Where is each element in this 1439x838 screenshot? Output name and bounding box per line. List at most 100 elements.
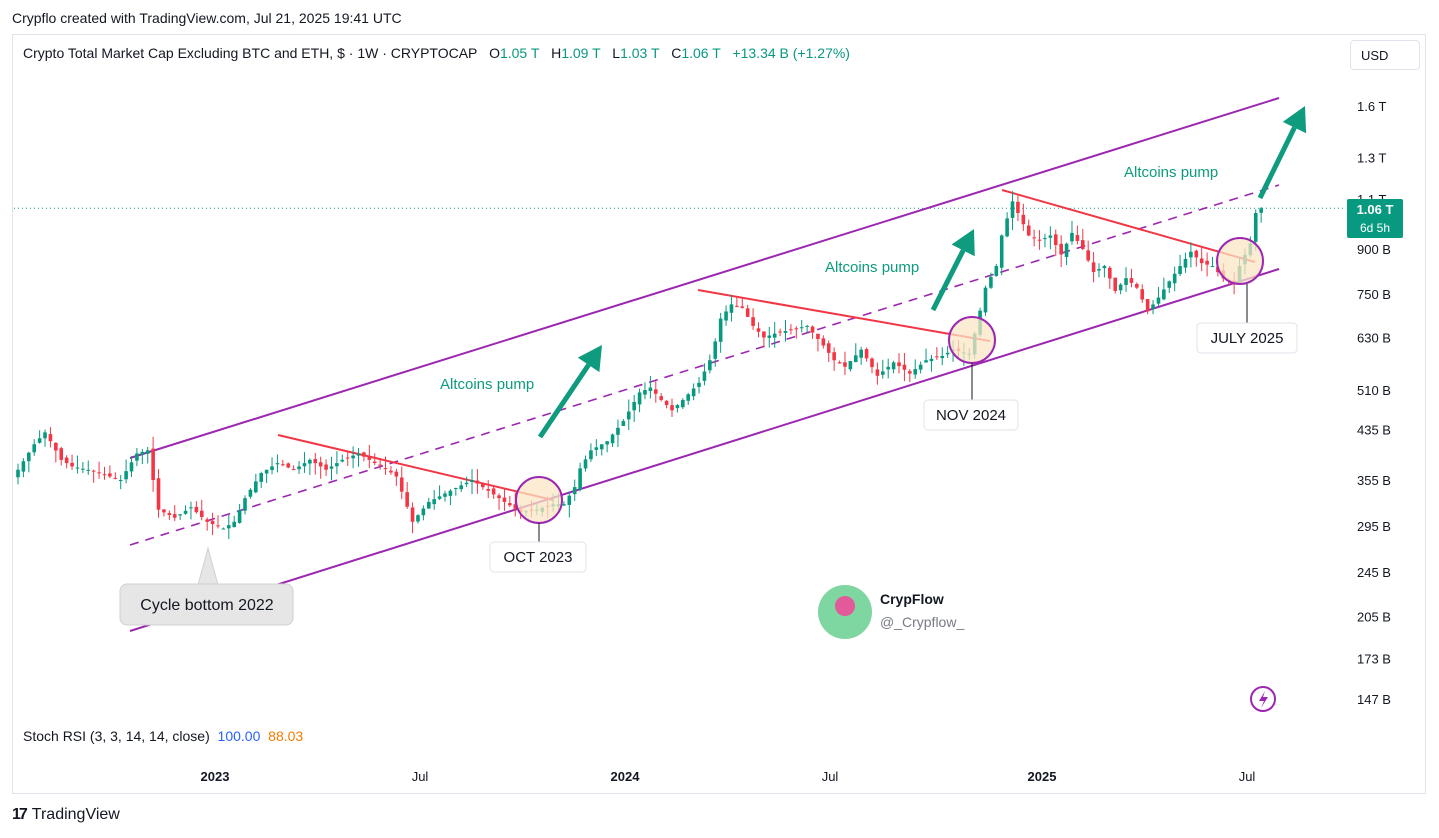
candle-body bbox=[1097, 269, 1101, 271]
candle-body bbox=[1091, 262, 1096, 273]
candle-body bbox=[1172, 273, 1177, 284]
y-tick-label: 205 B bbox=[1357, 609, 1391, 624]
candle-body bbox=[1053, 234, 1058, 245]
candle-body bbox=[718, 318, 723, 342]
candle-body bbox=[410, 507, 415, 522]
candle-body bbox=[254, 481, 258, 493]
last-price-badge-countdown: 6d 5h bbox=[1360, 221, 1390, 235]
candle-body bbox=[70, 462, 74, 467]
candle-body bbox=[448, 490, 453, 496]
candle-body bbox=[259, 473, 264, 482]
candle-body bbox=[32, 444, 37, 453]
candle-body bbox=[713, 341, 718, 359]
candle-body bbox=[1108, 267, 1112, 279]
channel-upper-line bbox=[129, 97, 1280, 459]
candle-body bbox=[864, 349, 869, 359]
candle-body bbox=[875, 369, 880, 376]
candle-body bbox=[935, 356, 939, 358]
callout-nov-2024-label: NOV 2024 bbox=[936, 407, 1006, 424]
y-tick-label: 435 B bbox=[1357, 423, 1391, 438]
cycle-bottom-box bbox=[119, 583, 294, 626]
candle-body bbox=[1162, 289, 1166, 300]
candle-body bbox=[313, 459, 318, 464]
candle-body bbox=[356, 453, 361, 456]
x-tick-label: Jul bbox=[1239, 769, 1256, 784]
candle-body bbox=[421, 508, 426, 516]
x-tick-label: 2023 bbox=[201, 769, 230, 784]
candle-body bbox=[1016, 201, 1020, 214]
candle-body bbox=[37, 438, 42, 443]
candle-body bbox=[918, 364, 923, 370]
y-tick-label: 355 B bbox=[1357, 473, 1391, 488]
candle-body bbox=[1026, 225, 1031, 236]
pump-arrow-head bbox=[951, 229, 975, 257]
candle-body bbox=[599, 444, 604, 450]
candle-body bbox=[1048, 235, 1053, 238]
candle-body bbox=[724, 311, 728, 321]
last-price-badge bbox=[1347, 199, 1403, 238]
pump-arrow-shaft bbox=[537, 363, 591, 439]
candle-body bbox=[194, 506, 199, 513]
y-tick-label: 147 B bbox=[1357, 692, 1391, 707]
high-value: 1.09 T bbox=[561, 45, 601, 61]
candle-body bbox=[1037, 239, 1042, 241]
candle-body bbox=[924, 360, 928, 363]
candle-body bbox=[64, 457, 69, 464]
callout-nov-2024-box bbox=[923, 399, 1019, 431]
candle-body bbox=[329, 466, 334, 469]
callout-july-2025-label: JULY 2025 bbox=[1211, 330, 1284, 347]
candle-body bbox=[59, 448, 64, 460]
candle-body bbox=[1032, 237, 1036, 239]
stoch-rsi-label: Stoch RSI (3, 3, 14, 14, close) bbox=[23, 728, 210, 744]
x-tick-label: Jul bbox=[822, 769, 839, 784]
candle-body bbox=[16, 469, 20, 478]
tradingview-logo[interactable]: 17 TradingView bbox=[12, 806, 120, 824]
pump-label: Altcoins pump bbox=[1124, 164, 1218, 181]
candle-body bbox=[108, 473, 112, 477]
candle-body bbox=[405, 492, 409, 507]
low-label: L bbox=[612, 45, 621, 61]
candle-body bbox=[1194, 250, 1199, 258]
candle-body bbox=[643, 390, 647, 395]
candle-body bbox=[691, 388, 696, 397]
candle-body bbox=[783, 331, 788, 333]
close-value: 1.06 T bbox=[681, 45, 721, 61]
candle-body bbox=[772, 333, 777, 338]
candle-body bbox=[702, 371, 707, 381]
candle-body bbox=[816, 333, 820, 340]
candle-body bbox=[989, 276, 993, 288]
candle-body bbox=[940, 355, 945, 359]
candle-body bbox=[837, 362, 842, 364]
candle-body bbox=[832, 352, 836, 361]
candle-body bbox=[389, 470, 393, 473]
candle-body bbox=[27, 452, 31, 462]
candle-body bbox=[637, 392, 642, 405]
candle-body bbox=[853, 355, 858, 363]
currency-button[interactable]: USD bbox=[1350, 40, 1420, 70]
candle-body bbox=[859, 349, 863, 358]
candle-body bbox=[172, 514, 177, 518]
candle-body bbox=[1005, 218, 1009, 237]
candle-body bbox=[848, 361, 853, 370]
tradingview-logo-text: TradingView bbox=[31, 806, 120, 823]
candle-body bbox=[383, 468, 388, 470]
candle-body bbox=[264, 469, 269, 474]
candle-body bbox=[118, 479, 123, 481]
candle-body bbox=[470, 479, 474, 483]
candle-body bbox=[826, 343, 831, 353]
candle-body bbox=[345, 457, 350, 459]
candle-body bbox=[502, 497, 507, 502]
candle-body bbox=[156, 478, 161, 510]
candle-body bbox=[178, 514, 182, 516]
candle-body bbox=[999, 235, 1004, 268]
candle-body bbox=[226, 525, 231, 529]
candle-body bbox=[221, 528, 226, 530]
candle-body bbox=[762, 331, 766, 338]
candle-body bbox=[21, 461, 26, 472]
candle-body bbox=[210, 520, 215, 525]
candle-body bbox=[162, 509, 166, 513]
candle-body bbox=[426, 501, 431, 509]
candle-body bbox=[1151, 304, 1155, 310]
candle-body bbox=[1102, 266, 1107, 269]
